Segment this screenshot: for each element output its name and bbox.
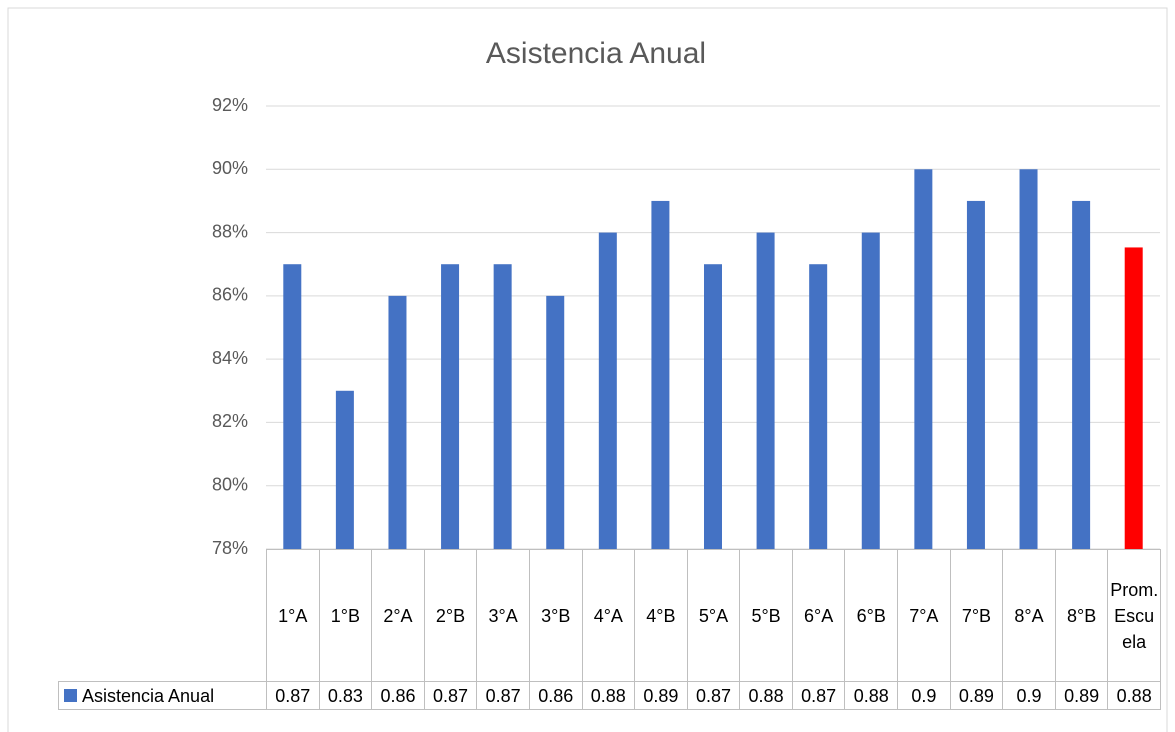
bar <box>388 295 407 549</box>
value-cell: 0.86 <box>371 681 425 710</box>
category-cell: 4°A <box>581 549 636 682</box>
value-cell: 0.87 <box>423 681 478 710</box>
value-cell: 0.83 <box>318 681 373 710</box>
bar <box>441 264 460 549</box>
value-cell: 0.89 <box>634 681 688 710</box>
bar <box>546 295 565 549</box>
legend-swatch <box>64 689 77 702</box>
category-cell: 5°A <box>686 549 741 682</box>
bar <box>493 264 512 549</box>
y-tick-label: 82% <box>212 411 248 431</box>
chart-title: Asistencia Anual <box>486 37 706 70</box>
category-cell: 1°A <box>266 549 320 682</box>
legend-cell: Asistencia Anual <box>58 681 267 710</box>
bar <box>651 200 670 549</box>
category-cell: 2°B <box>423 549 478 682</box>
bar <box>914 169 933 550</box>
value-cell: 0.9 <box>897 681 951 710</box>
category-cell: 1°B <box>318 549 373 682</box>
bar <box>598 232 617 550</box>
value-cell: 0.88 <box>1107 681 1161 710</box>
bar <box>1019 169 1038 550</box>
value-cell: 0.88 <box>581 681 636 710</box>
value-cell: 0.89 <box>1054 681 1109 710</box>
y-tick-label: 86% <box>212 285 248 305</box>
category-cell: 7°B <box>949 549 1004 682</box>
bar <box>1124 247 1143 549</box>
bar <box>861 232 880 550</box>
value-cell: 0.87 <box>476 681 530 710</box>
category-cell: 4°B <box>634 549 688 682</box>
y-tick-label: 92% <box>212 95 248 115</box>
y-tick-label: 90% <box>212 158 248 178</box>
value-cell: 0.87 <box>686 681 741 710</box>
category-cell: Prom. Escuela <box>1107 549 1161 682</box>
legend-label: Asistencia Anual <box>82 685 215 706</box>
category-cell: 2°A <box>371 549 425 682</box>
bar <box>283 264 302 549</box>
value-cell: 0.87 <box>791 681 846 710</box>
value-cell: 0.88 <box>844 681 899 710</box>
category-cell: 8°A <box>1002 549 1056 682</box>
bar <box>809 264 828 549</box>
value-cell: 0.88 <box>739 681 793 710</box>
y-tick-label: 84% <box>212 348 248 368</box>
category-cell: 6°A <box>791 549 846 682</box>
category-cell: 3°A <box>476 549 530 682</box>
bar <box>1072 200 1091 549</box>
y-tick-label: 78% <box>212 538 248 558</box>
chart-frame <box>7 7 1168 732</box>
category-cell: 5°B <box>739 549 793 682</box>
bar <box>335 390 354 549</box>
category-cell: 6°B <box>844 549 899 682</box>
bar <box>704 264 722 549</box>
value-cell: 0.89 <box>949 681 1004 710</box>
value-cell: 0.87 <box>266 681 320 710</box>
category-cell: 3°B <box>528 549 583 682</box>
value-cell: 0.86 <box>528 681 583 710</box>
value-cell: 0.9 <box>1002 681 1056 710</box>
y-tick-label: 88% <box>212 221 248 241</box>
bar <box>966 200 985 549</box>
y-tick-label: 80% <box>212 474 248 494</box>
category-cell: 7°A <box>897 549 951 682</box>
category-cell: 8°B <box>1054 549 1109 682</box>
bar <box>756 232 775 550</box>
